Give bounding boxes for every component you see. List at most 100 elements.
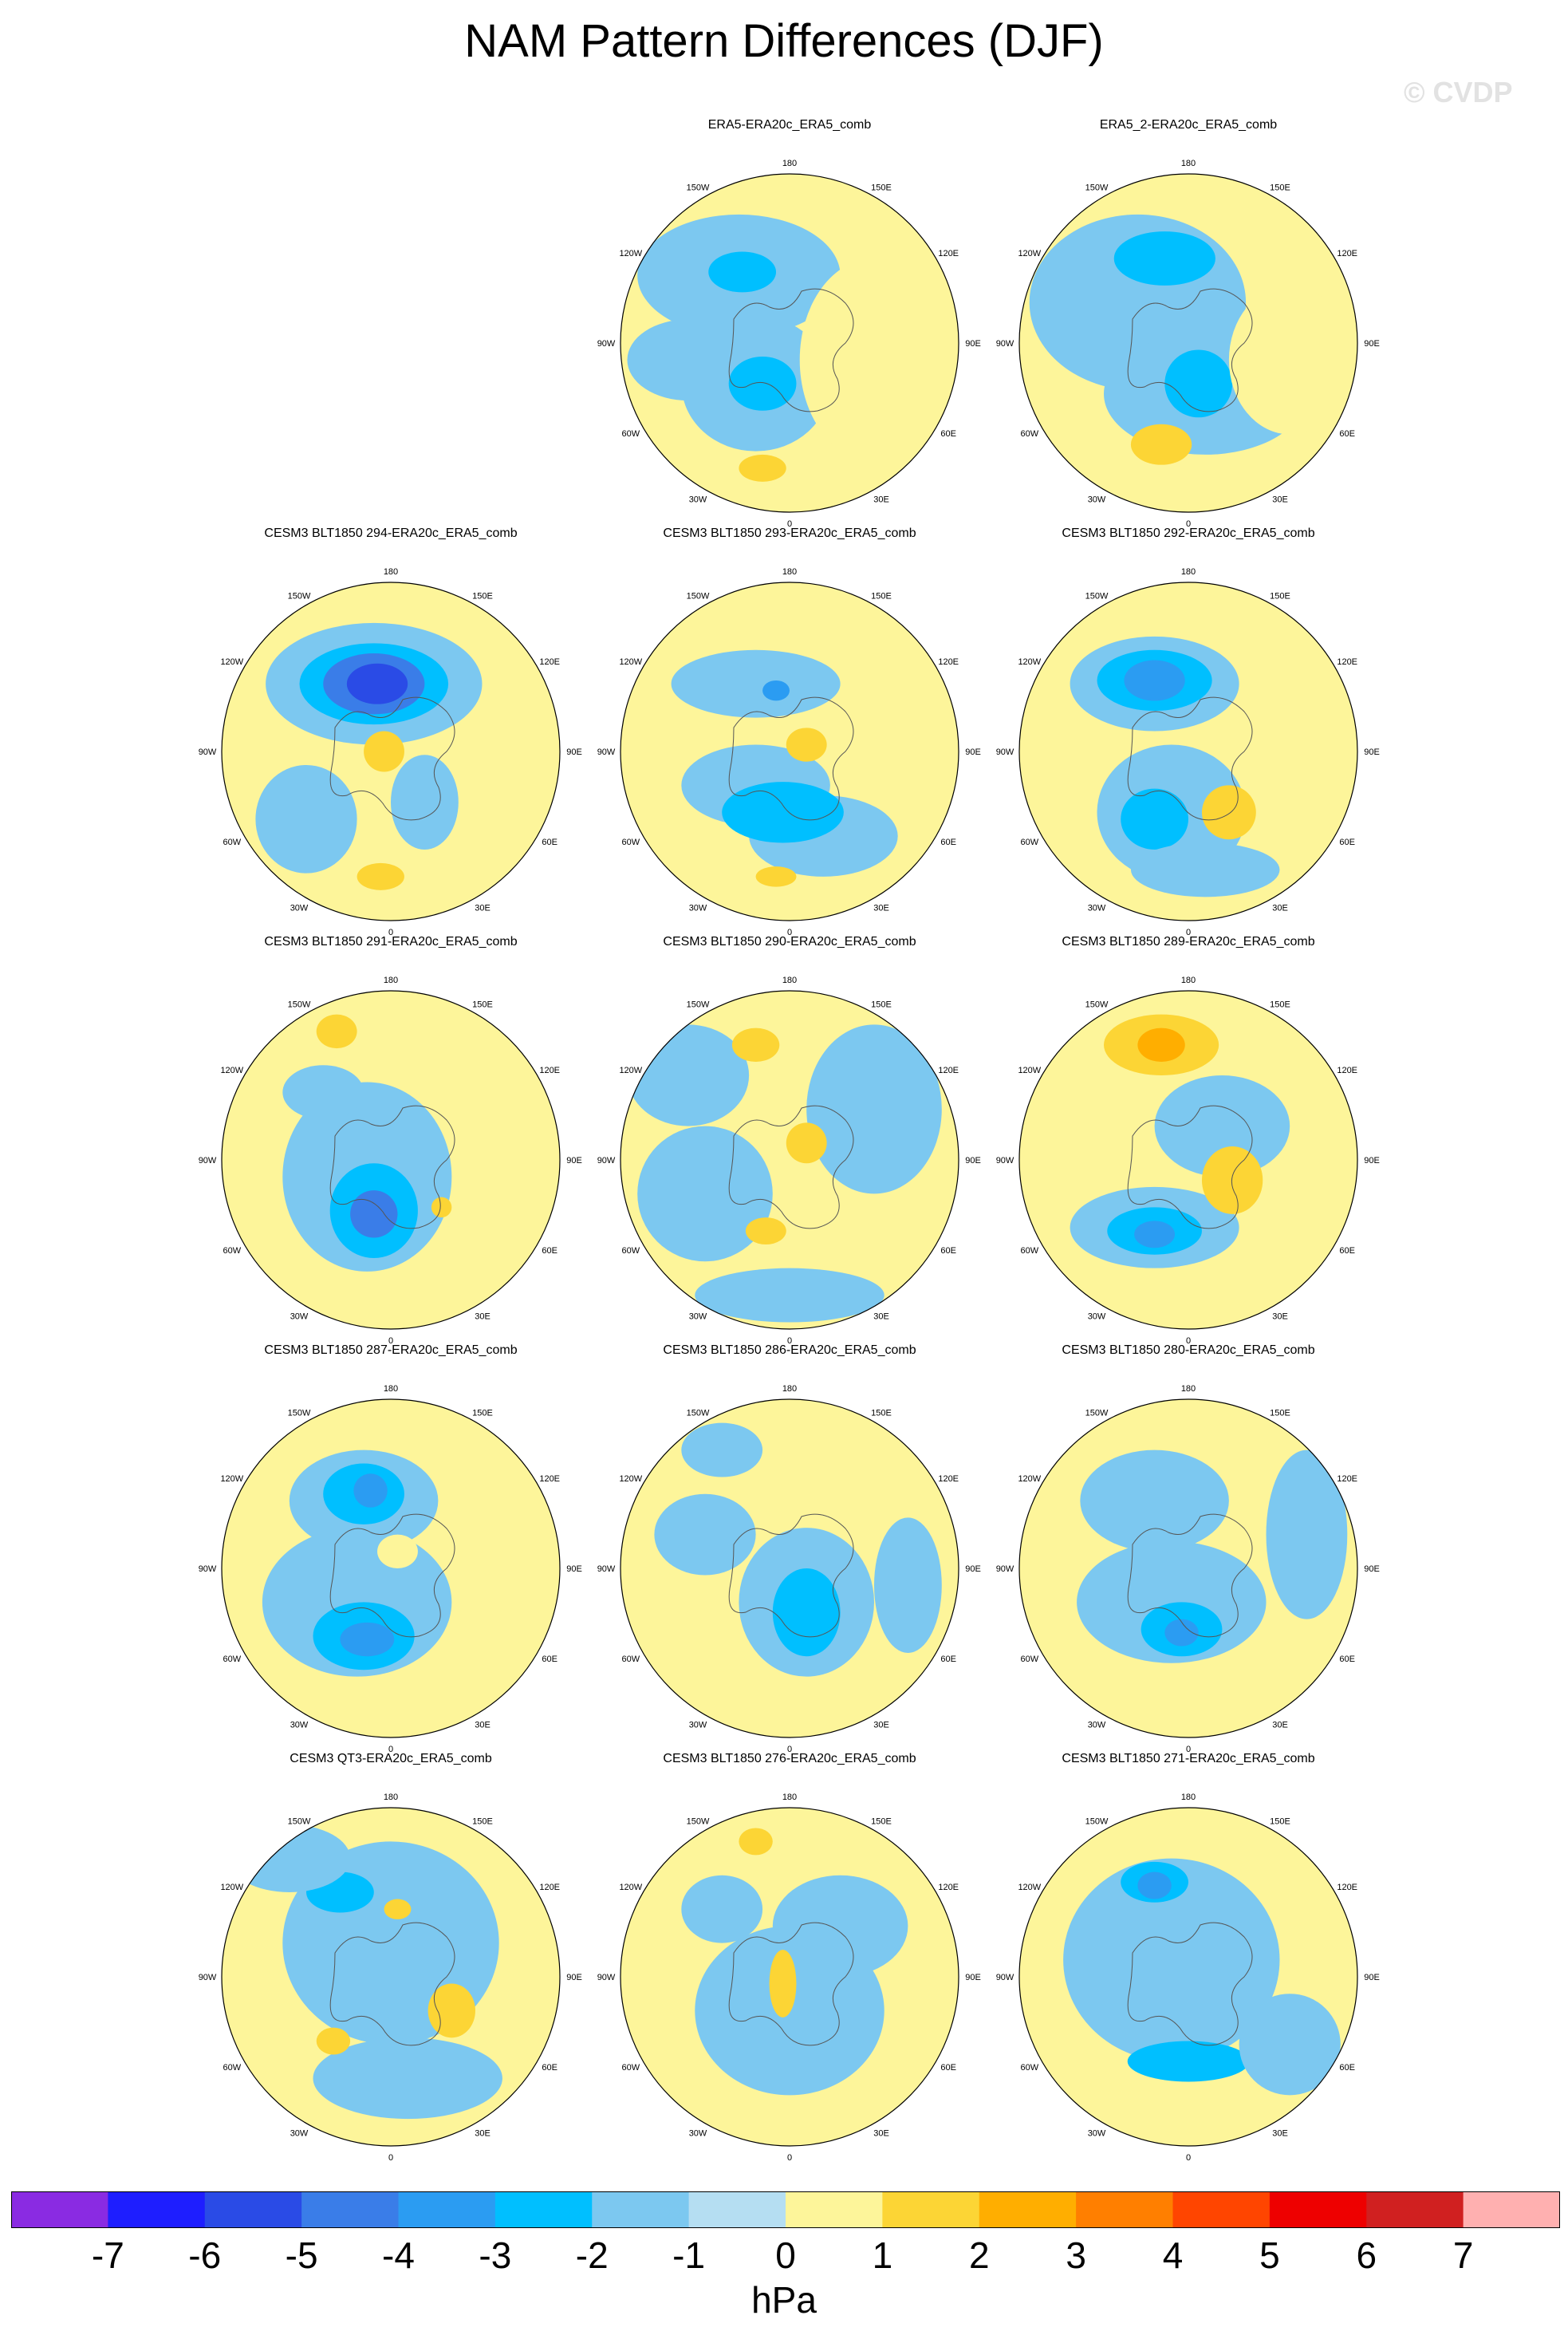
longitude-label: 120E (938, 249, 959, 258)
longitude-label: 30E (873, 904, 889, 913)
longitude-label: 120W (220, 1066, 243, 1075)
map-border (221, 1398, 561, 1738)
map-panel: CESM3 BLT1850 276-ERA20c_ERA5_comb 180 15… (590, 1752, 989, 2167)
negative-anomaly (681, 1422, 763, 1477)
positive-anomaly (316, 2027, 351, 2055)
longitude-label: 150W (1085, 1000, 1109, 1009)
positive-anomaly (769, 1950, 797, 2017)
longitude-label: 120W (1018, 249, 1041, 258)
colorbar-swatch (204, 2191, 302, 2228)
longitude-label: 30E (475, 904, 490, 913)
negative-anomaly (1239, 1994, 1341, 2096)
colorbar-swatch (1172, 2191, 1271, 2228)
coastline (1127, 1513, 1253, 1638)
longitude-label: 150W (687, 1000, 710, 1009)
longitude-label: 150W (288, 1816, 311, 1826)
negative-anomaly (1266, 1450, 1348, 1619)
longitude-label: 90W (199, 747, 217, 757)
longitude-label: 30E (1272, 904, 1288, 913)
negative-anomaly (255, 764, 357, 874)
map-border (620, 173, 959, 513)
polar-map: 180 150E 120E 90E 60E 30E 0 30W 60W 90W 120W 150W (996, 159, 1380, 529)
polar-map: 180 150E 120E 90E 60E 30E 0 30W 60W 90W 120W 150W (199, 1793, 582, 2163)
polar-map: 180 150E 120E 90E 60E 30E 0 30W 60W 90W 120W 150W (597, 976, 981, 1346)
longitude-label: 120W (220, 1883, 243, 1892)
longitude-label: 150E (871, 1408, 892, 1418)
longitude-label: 180 (782, 159, 797, 168)
longitude-label: 120E (938, 657, 959, 667)
map-border (620, 1398, 959, 1738)
negative-anomaly (1134, 1221, 1176, 1248)
longitude-label: 30E (475, 1312, 490, 1322)
map-panel: CESM3 BLT1850 292-ERA20c_ERA5_comb 180 15… (989, 527, 1388, 941)
map-border (1018, 1398, 1358, 1738)
longitude-label: 60E (940, 838, 956, 847)
map-border (221, 582, 561, 921)
positive-anomaly (1228, 285, 1351, 435)
longitude-label: 60E (1339, 838, 1355, 847)
negative-anomaly (627, 1024, 750, 1126)
longitude-label: 0 (787, 1745, 792, 1754)
longitude-label: 150W (288, 1408, 311, 1418)
negative-anomaly (1164, 1619, 1199, 1647)
negative-anomaly (346, 663, 408, 704)
longitude-label: 60W (1021, 429, 1039, 439)
panel-title: CESM3 BLT1850 286-ERA20c_ERA5_comb (663, 1343, 916, 1357)
coastline (329, 696, 455, 821)
map-panel: CESM3 BLT1850 293-ERA20c_ERA5_comb 180 15… (590, 527, 989, 941)
longitude-label: 90W (996, 747, 1014, 757)
longitude-label: 150W (687, 1408, 710, 1418)
longitude-label: 30W (1088, 2129, 1106, 2139)
longitude-label: 30E (1272, 1312, 1288, 1322)
longitude-label: 180 (1181, 1384, 1196, 1394)
longitude-label: 120E (938, 1474, 959, 1484)
longitude-label: 120W (619, 1883, 642, 1892)
longitude-label: 180 (782, 976, 797, 985)
negative-anomaly (313, 2037, 502, 2120)
longitude-label: 180 (1181, 1793, 1196, 1802)
positive-anomaly (731, 1027, 780, 1063)
positive-anomaly (1137, 1027, 1185, 1063)
longitude-label: 90E (1364, 1564, 1380, 1574)
negative-anomaly (1154, 1075, 1290, 1177)
positive-anomaly (739, 454, 786, 482)
longitude-label: 150E (871, 1000, 892, 1009)
longitude-label: 30E (1272, 495, 1288, 505)
longitude-label: 180 (384, 1384, 398, 1394)
longitude-label: 120W (1018, 1474, 1041, 1484)
negative-anomaly (695, 1268, 884, 1323)
map-border (221, 1807, 561, 2147)
positive-anomaly (786, 1122, 827, 1164)
longitude-label: 30W (689, 2129, 707, 2139)
negative-anomaly (637, 1126, 773, 1262)
map-panel: ERA5-ERA20c_ERA5_comb 180 150E 120E 90E 60E 3… (590, 118, 989, 533)
polar-map: 180 150E 120E 90E 60E 30E 0 30W 60W 90W 120W 150W (597, 1384, 981, 1754)
longitude-label: 120W (619, 657, 642, 667)
negative-anomaly (1130, 842, 1280, 897)
coastline (728, 1105, 854, 1229)
coastline (1127, 1922, 1253, 2046)
negative-anomaly (722, 782, 844, 843)
colorbar-swatch (1076, 2191, 1173, 2228)
negative-anomaly (350, 1190, 398, 1238)
positive-anomaly (384, 1899, 412, 1919)
map-border (620, 1807, 959, 2147)
panel-title: CESM3 BLT1850 289-ERA20c_ERA5_comb (1062, 935, 1315, 949)
longitude-label: 150E (1270, 183, 1290, 192)
longitude-label: 150E (871, 183, 892, 192)
longitude-label: 150E (1270, 1000, 1290, 1009)
longitude-label: 60W (622, 1246, 640, 1256)
positive-anomaly (745, 1217, 786, 1244)
negative-anomaly (1164, 349, 1233, 418)
longitude-label: 180 (384, 1793, 398, 1802)
map-panel: CESM3 BLT1850 280-ERA20c_ERA5_comb 180 15… (989, 1343, 1388, 1758)
panel-title: CESM3 BLT1850 280-ERA20c_ERA5_comb (1062, 1343, 1315, 1357)
longitude-label: 30W (1088, 1721, 1106, 1730)
longitude-label: 90W (199, 1973, 217, 1982)
longitude-label: 60E (940, 1655, 956, 1664)
map-panel: CESM3 BLT1850 271-ERA20c_ERA5_comb 180 15… (989, 1752, 1388, 2167)
longitude-label: 90E (1364, 1973, 1380, 1982)
negative-anomaly (772, 1568, 841, 1657)
longitude-label: 150W (687, 591, 710, 601)
negative-anomaly (391, 755, 459, 850)
